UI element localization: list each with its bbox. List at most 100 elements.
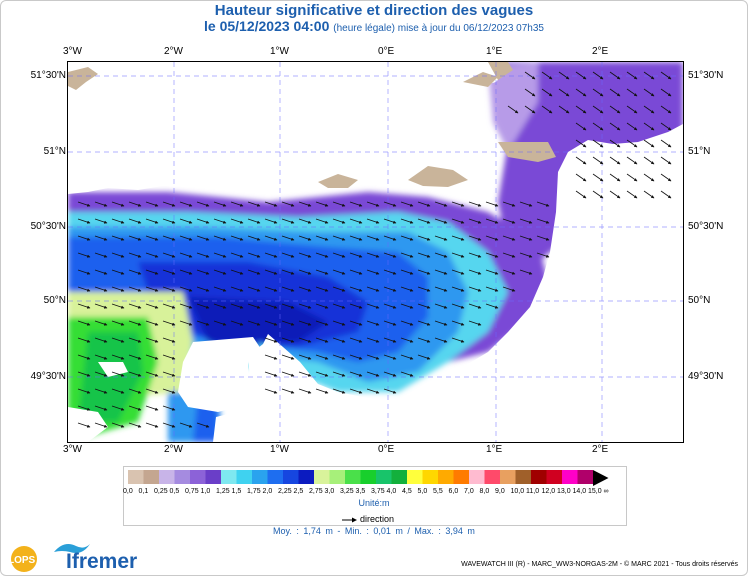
wave-direction-arrow (315, 235, 329, 241)
wave-direction-arrow (298, 269, 312, 275)
wave-direction-arrow (519, 252, 533, 258)
wave-direction-arrow (298, 354, 312, 360)
wave-direction-arrow (366, 201, 380, 207)
wave-direction-arrow (128, 303, 142, 309)
wave-direction-arrow (643, 156, 655, 165)
wave-direction-arrow (592, 88, 604, 97)
wave-direction-arrow (626, 71, 638, 80)
wave-direction-arrow (434, 218, 448, 224)
lon-label-top: 0°E (378, 46, 395, 57)
wave-direction-arrow (162, 388, 176, 394)
wave-direction-arrow (264, 218, 278, 224)
wave-direction-arrow (349, 388, 363, 394)
wave-direction-arrow (434, 269, 448, 275)
wave-direction-arrow (230, 235, 244, 241)
wave-direction-arrow (349, 235, 363, 241)
wave-direction-arrow (332, 320, 346, 326)
wave-direction-arrow (179, 422, 193, 428)
wave-direction-arrow (332, 354, 346, 360)
wave-direction-arrow (128, 201, 142, 207)
wave-direction-arrow (383, 235, 397, 241)
legend-swatch (298, 470, 314, 484)
legend-tick: 3,25 (340, 488, 354, 495)
wave-direction-arrow (626, 156, 638, 165)
wave-direction-arrow (558, 88, 570, 97)
wave-direction-arrow (94, 201, 108, 207)
wave-direction-arrow (400, 218, 414, 224)
wave-direction-arrow (660, 139, 672, 148)
wave-direction-arrow (485, 269, 499, 275)
wave-direction-arrow (145, 252, 159, 258)
wave-direction-arrow (196, 201, 210, 207)
legend-swatch (546, 470, 562, 484)
wave-direction-arrow (213, 252, 227, 258)
wave-direction-arrow (383, 286, 397, 292)
wave-direction-arrow (366, 320, 380, 326)
wave-direction-arrow (94, 371, 108, 377)
wave-direction-arrow (315, 320, 329, 326)
wave-direction-arrow (400, 337, 414, 343)
wave-direction-arrow (298, 286, 312, 292)
wave-direction-arrow (281, 235, 295, 241)
legend-swatch (329, 470, 345, 484)
wave-direction-arrow (434, 286, 448, 292)
legend-swatch (562, 470, 578, 484)
wave-direction-arrow (417, 354, 431, 360)
wave-direction-arrow (417, 320, 431, 326)
wave-direction-arrow (643, 88, 655, 97)
wave-direction-arrow (366, 354, 380, 360)
wave-direction-arrow (485, 201, 499, 207)
wave-direction-arrow (77, 354, 91, 360)
graticule (68, 62, 683, 442)
lon-label-bottom: 2°E (592, 444, 609, 455)
wave-direction-arrow (213, 218, 227, 224)
legend-swatch-last (593, 470, 609, 486)
legend-tick: 0,1 (138, 488, 149, 495)
wave-direction-arrow (660, 190, 672, 199)
wave-direction-arrow (592, 122, 604, 131)
lat-label-right: 51°N (688, 146, 711, 157)
wave-direction-arrow (332, 303, 346, 309)
wave-direction-arrow (179, 320, 193, 326)
wave-direction-arrow (400, 235, 414, 241)
wave-direction-arrow (128, 371, 142, 377)
legend-swatch (252, 470, 268, 484)
lat-label-left: 50°N (43, 295, 66, 306)
wave-direction-arrow (264, 354, 278, 360)
wave-direction-arrow (468, 320, 482, 326)
legend-swatch (205, 470, 221, 484)
wave-direction-arrow (524, 105, 536, 114)
wave-direction-arrow (383, 252, 397, 258)
wave-direction-arrow (349, 269, 363, 275)
wave-direction-arrow (315, 337, 329, 343)
wave-direction-arrow (111, 218, 125, 224)
wave-direction-arrow (264, 371, 278, 377)
wave-direction-arrow (660, 88, 672, 97)
wave-direction-arrow (626, 173, 638, 182)
wave-direction-arrow (162, 252, 176, 258)
wave-direction-arrow (383, 218, 397, 224)
wave-direction-arrow (264, 388, 278, 394)
wave-direction-arrow (502, 252, 516, 258)
legend-tick: 13,0 (557, 488, 571, 495)
direction-arrows (77, 71, 672, 428)
legend-tick: 3,75 (371, 488, 385, 495)
wave-direction-arrow (94, 303, 108, 309)
wave-direction-arrow (162, 235, 176, 241)
legend-tick: 5,5 (433, 488, 443, 495)
legend-tick: 0,25 (154, 488, 168, 495)
wave-direction-arrow (349, 201, 363, 207)
legend-swatch (221, 470, 237, 484)
legend-swatch (500, 470, 516, 484)
wave-map[interactable] (67, 61, 684, 443)
lon-label-top: 2°W (164, 46, 183, 57)
wave-direction-arrow (196, 286, 210, 292)
legend-tick: 4,5 (402, 488, 412, 495)
wave-direction-arrow (77, 218, 91, 224)
wave-direction-arrow (315, 201, 329, 207)
wave-direction-arrow (77, 422, 91, 428)
wave-direction-arrow (94, 252, 108, 258)
wave-direction-arrow (383, 269, 397, 275)
wave-direction-arrow (609, 173, 621, 182)
legend-swatch (391, 470, 407, 484)
